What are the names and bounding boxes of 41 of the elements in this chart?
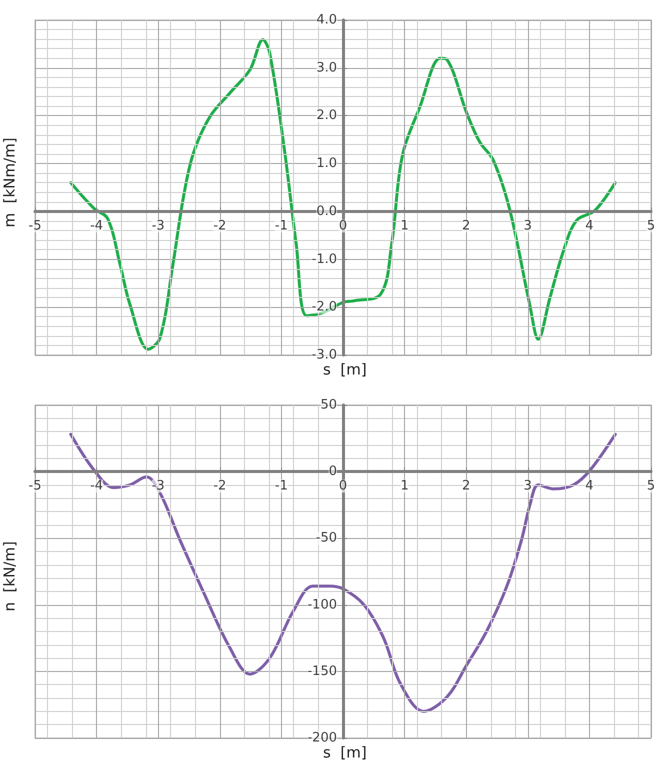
x-tick-label: 3: [524, 218, 532, 234]
x-tick-label: -5: [28, 478, 42, 494]
x-tick-label: 2: [462, 218, 470, 234]
y-tick-label: -1.0: [312, 252, 337, 267]
x-tick-label: -5: [28, 218, 42, 234]
x-tick-label: 3: [524, 478, 532, 494]
y-tick-label: -200: [307, 730, 337, 746]
x-tick-label: 0: [338, 478, 348, 494]
y-tick-label: 1.0: [316, 156, 337, 172]
x-tick-label: 1: [400, 478, 409, 494]
y-tick-label: 4.0: [316, 12, 337, 28]
y-tick-label: 3.0: [316, 60, 337, 76]
x-tick-label: -2: [213, 478, 226, 494]
line-series: [69, 432, 617, 713]
y-tick-label: -3.0: [312, 348, 337, 362]
x-tick-label: -1: [274, 218, 288, 234]
y-tick-label: -2.0: [312, 300, 337, 315]
y-tick-label: 2.0: [316, 108, 337, 124]
x-tick-label: 5: [646, 478, 656, 494]
x-tick-label: 1: [400, 218, 409, 234]
y-tick-label: -50: [316, 530, 337, 546]
x-tick-label: -4: [90, 218, 104, 234]
y-axis-title: m [kNm/m]: [0, 137, 18, 228]
y-tick-label: 0.0: [316, 204, 337, 219]
x-tick-label: 0: [338, 218, 348, 234]
y-axis-title: n [kN/m]: [0, 541, 18, 612]
x-tick-label: -2: [213, 218, 226, 234]
x-axis-title: s [m]: [323, 360, 367, 378]
x-tick-label: -3: [152, 478, 165, 494]
x-tick-label: -1: [274, 478, 288, 494]
x-tick-label: 5: [646, 218, 656, 234]
x-tick-label: -3: [152, 218, 165, 234]
x-tick-label: 4: [585, 478, 594, 494]
y-tick-label: 0: [328, 464, 337, 480]
x-tick-label: 4: [585, 218, 594, 234]
y-tick-label: -100: [307, 597, 337, 612]
x-tick-label: 2: [462, 478, 470, 494]
y-tick-label: -150: [307, 664, 337, 679]
y-tick-label: 50: [320, 398, 337, 412]
x-tick-label: -4: [90, 478, 104, 494]
x-axis-title: s [m]: [323, 744, 367, 762]
